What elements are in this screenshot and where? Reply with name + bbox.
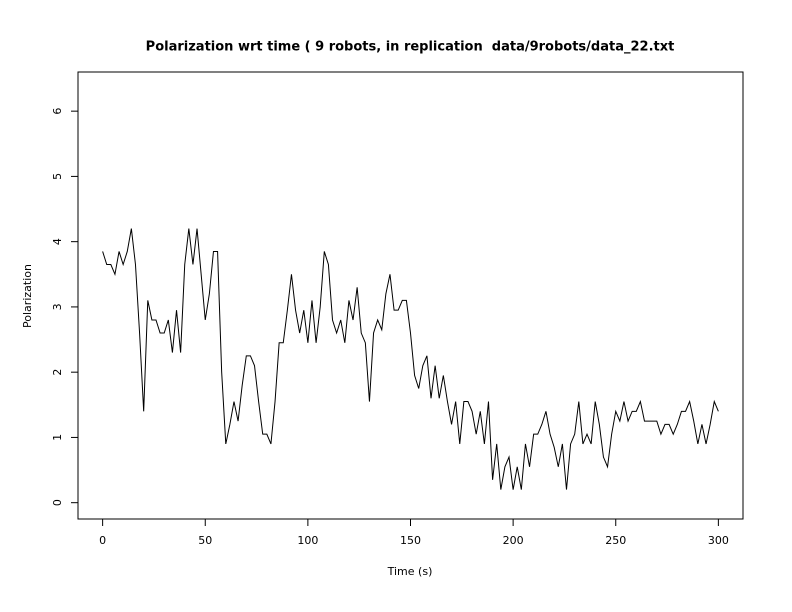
x-tick-label: 150 [400,534,421,547]
y-tick-label: 3 [51,303,64,310]
y-tick-label: 5 [51,173,64,180]
y-tick-label: 0 [51,499,64,506]
y-tick-label: 4 [51,238,64,245]
x-tick-label: 200 [503,534,524,547]
x-tick-label: 100 [297,534,318,547]
chart-title: Polarization wrt time ( 9 robots, in rep… [146,40,675,55]
x-tick-label: 300 [708,534,729,547]
y-tick-label: 2 [51,369,64,376]
x-tick-label: 0 [99,534,106,547]
x-tick-label: 250 [605,534,626,547]
y-axis-label: Polarization [21,264,34,328]
data-line [102,228,719,490]
y-tick-label: 1 [51,434,64,441]
y-tick-label: 6 [51,108,64,115]
x-axis-label: Time (s) [387,565,433,578]
x-tick-label: 50 [198,534,212,547]
